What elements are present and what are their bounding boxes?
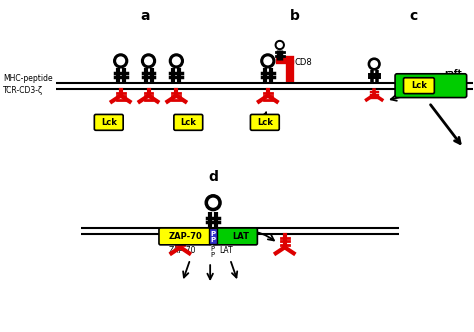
- Text: d: d: [208, 170, 218, 184]
- Circle shape: [209, 198, 218, 207]
- Text: Lck: Lck: [101, 118, 117, 127]
- Circle shape: [261, 54, 275, 68]
- Circle shape: [371, 61, 377, 67]
- FancyBboxPatch shape: [159, 228, 212, 245]
- FancyBboxPatch shape: [213, 228, 257, 245]
- FancyBboxPatch shape: [250, 115, 279, 130]
- Circle shape: [173, 57, 180, 65]
- Text: P: P: [210, 252, 214, 258]
- Text: Lck: Lck: [180, 118, 196, 127]
- Text: c: c: [410, 9, 418, 23]
- Circle shape: [114, 54, 128, 68]
- Text: raft: raft: [444, 69, 462, 78]
- Circle shape: [368, 58, 380, 70]
- Text: CD8: CD8: [295, 58, 312, 67]
- FancyBboxPatch shape: [174, 115, 203, 130]
- FancyBboxPatch shape: [395, 74, 466, 98]
- FancyBboxPatch shape: [209, 228, 217, 244]
- FancyBboxPatch shape: [94, 115, 123, 130]
- Circle shape: [264, 57, 272, 65]
- Text: Lck: Lck: [257, 118, 273, 127]
- FancyBboxPatch shape: [403, 78, 434, 94]
- Text: TCR-CD3-ζ: TCR-CD3-ζ: [3, 86, 44, 95]
- Circle shape: [117, 57, 125, 65]
- Text: ZAP-70: ZAP-70: [168, 232, 202, 241]
- Text: ZAP-70: ZAP-70: [168, 246, 196, 255]
- Text: b: b: [290, 9, 300, 23]
- Text: LAT: LAT: [219, 246, 233, 255]
- Circle shape: [205, 195, 221, 210]
- Text: P: P: [210, 246, 214, 252]
- Circle shape: [277, 42, 282, 47]
- Circle shape: [275, 41, 284, 49]
- Circle shape: [169, 54, 183, 68]
- Text: P: P: [210, 231, 216, 237]
- Circle shape: [145, 57, 152, 65]
- Text: Lck: Lck: [411, 81, 427, 90]
- Text: LAT: LAT: [232, 232, 249, 241]
- Text: a: a: [141, 9, 150, 23]
- Circle shape: [142, 54, 155, 68]
- Text: P: P: [210, 237, 216, 243]
- Text: MHC-peptide: MHC-peptide: [3, 74, 53, 83]
